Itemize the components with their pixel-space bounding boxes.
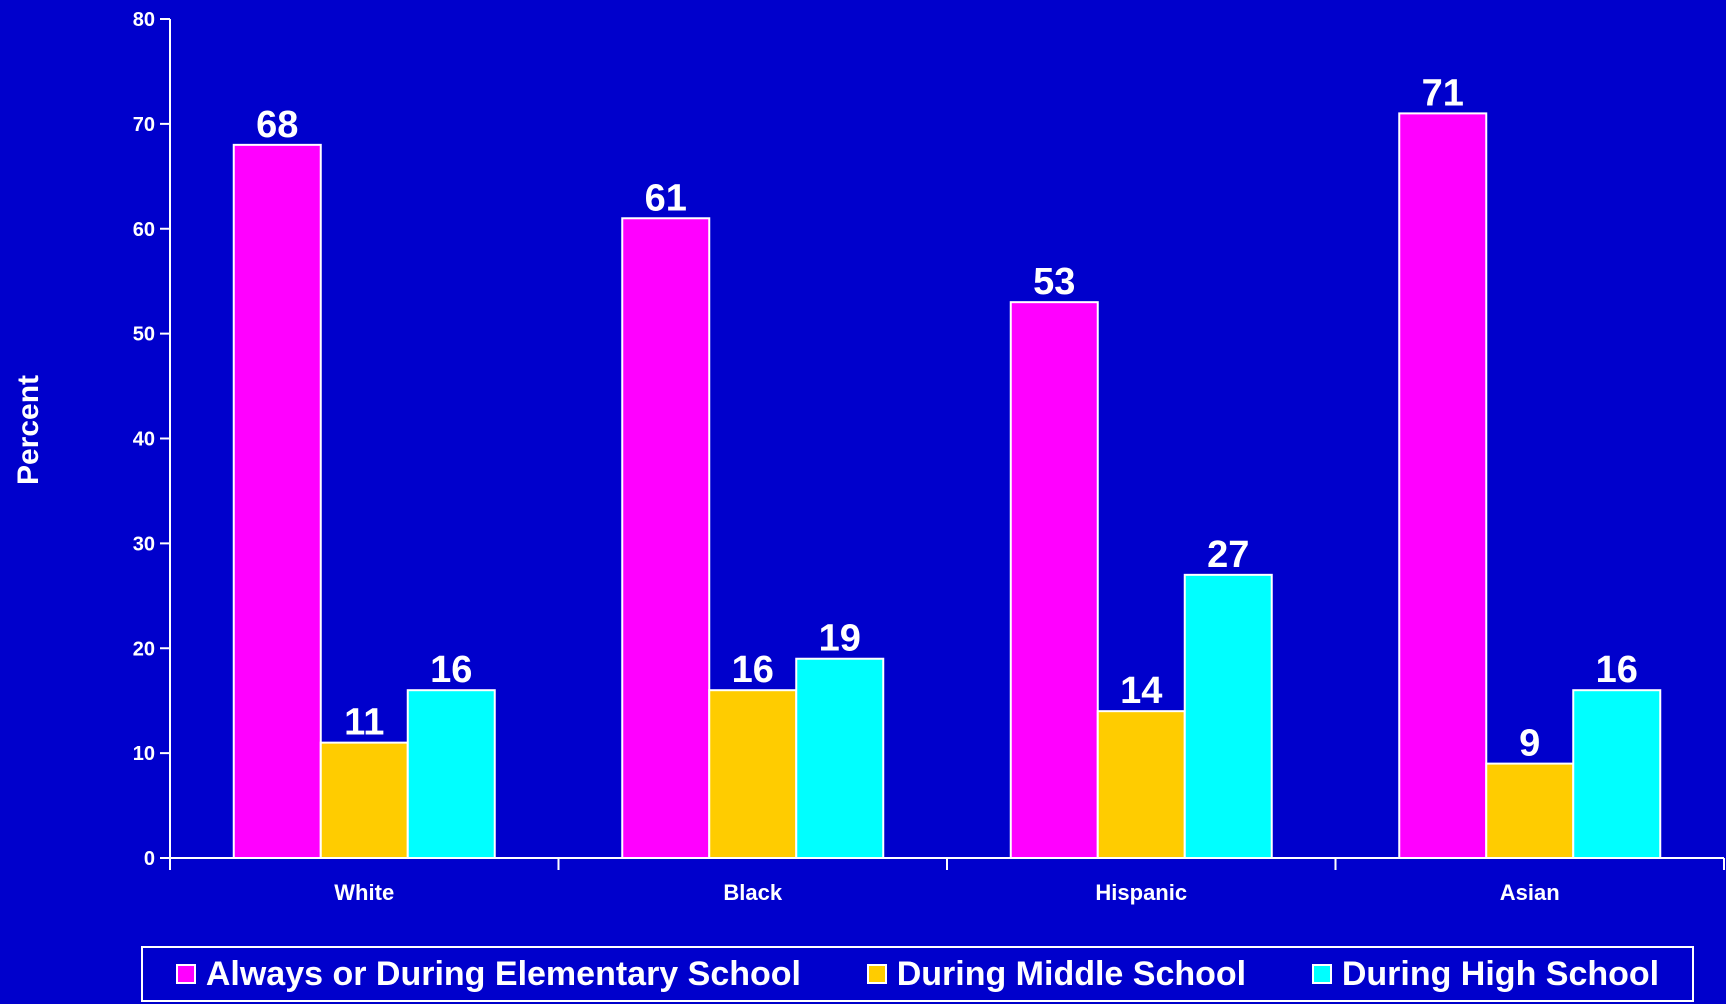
- data-label: 16: [732, 649, 774, 691]
- bar-chart: 0 10 20 30 40 50 60 70 80 Percent 68 11 16 White 61 16 1…: [12, 9, 1725, 905]
- legend-swatch-high: [1311, 964, 1332, 984]
- y-tick-label: 0: [144, 848, 155, 870]
- bar: [1183, 573, 1273, 860]
- bar: [795, 657, 885, 859]
- data-label: 19: [819, 618, 861, 660]
- y-tick-label: 30: [133, 533, 155, 555]
- data-label: 61: [645, 177, 687, 219]
- bar: [1572, 689, 1662, 860]
- data-label: 27: [1207, 534, 1249, 576]
- x-tick-label: Black: [723, 880, 782, 905]
- legend-item-middle: During Middle School: [866, 954, 1247, 994]
- legend-item-elementary: Always or During Elementary School: [175, 954, 801, 994]
- data-label: 16: [430, 649, 472, 691]
- bar: [1096, 710, 1186, 859]
- y-tick-label: 20: [133, 638, 155, 660]
- bar: [1398, 112, 1488, 859]
- x-tick-label: White: [334, 880, 394, 905]
- bar: [1009, 301, 1099, 860]
- legend-swatch-elementary: [175, 964, 196, 984]
- legend-swatch-middle: [866, 964, 887, 984]
- y-axis-title: Percent: [12, 375, 45, 485]
- legend-label-elementary: Always or During Elementary School: [205, 954, 801, 993]
- data-label: 16: [1596, 649, 1638, 691]
- data-label: 68: [256, 104, 298, 146]
- data-label: 71: [1422, 72, 1464, 114]
- data-label: 14: [1120, 670, 1162, 712]
- data-label: 53: [1033, 261, 1075, 303]
- x-tick-label: Hispanic: [1095, 880, 1187, 905]
- data-label: 11: [344, 702, 384, 744]
- data-label: 9: [1519, 723, 1540, 765]
- legend-label-middle: During Middle School: [896, 954, 1247, 993]
- bar: [319, 741, 409, 860]
- y-tick-label: 10: [133, 743, 155, 765]
- y-tick-label: 60: [133, 219, 155, 241]
- chart-legend: Always or During Elementary School Durin…: [141, 946, 1694, 1002]
- bar: [621, 217, 711, 859]
- legend-item-high: During High School: [1311, 954, 1660, 994]
- bar: [1485, 762, 1575, 859]
- legend-label-high: During High School: [1341, 954, 1660, 993]
- y-tick-label: 70: [133, 114, 155, 136]
- bar: [406, 689, 496, 860]
- y-tick-label: 80: [133, 9, 155, 31]
- y-tick-label: 50: [133, 324, 155, 346]
- x-tick-label: Asian: [1500, 880, 1560, 905]
- bar: [708, 689, 798, 860]
- y-tick-label: 40: [133, 429, 155, 451]
- bar: [232, 143, 322, 860]
